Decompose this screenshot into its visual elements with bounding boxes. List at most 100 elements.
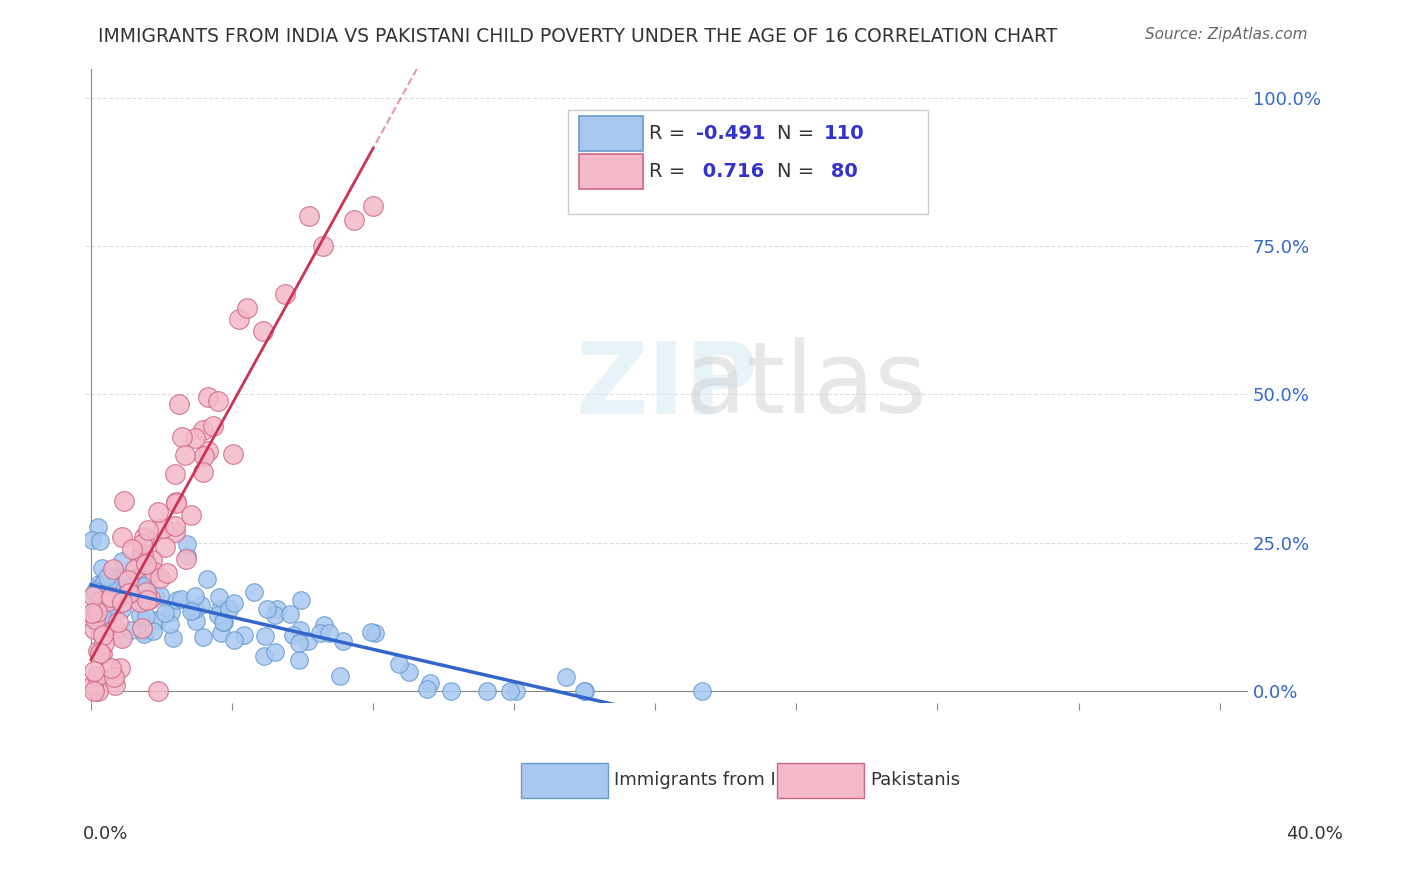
Point	[233, 627, 256, 641]
Point	[128, 608, 150, 623]
Point	[152, 521, 174, 535]
Point	[169, 397, 191, 411]
Point	[108, 573, 131, 587]
Point	[117, 573, 139, 587]
Point	[278, 607, 301, 621]
Point	[136, 523, 159, 537]
Point	[363, 625, 385, 640]
Point	[149, 571, 172, 585]
Point	[193, 449, 215, 463]
Point	[274, 286, 297, 301]
Point	[108, 584, 131, 599]
Point	[86, 616, 108, 631]
Point	[80, 533, 103, 547]
Point	[143, 565, 166, 579]
Point	[103, 562, 125, 576]
Point	[155, 607, 177, 621]
Text: R =: R =	[650, 124, 692, 143]
Point	[139, 591, 162, 606]
Point	[191, 631, 214, 645]
Point	[131, 621, 153, 635]
Point	[112, 493, 135, 508]
Point	[90, 596, 112, 610]
Point	[136, 572, 159, 586]
Point	[107, 615, 129, 629]
Point	[281, 627, 304, 641]
Point	[132, 627, 155, 641]
Point	[90, 594, 112, 608]
Point	[190, 598, 212, 612]
Point	[166, 495, 188, 509]
Point	[212, 615, 235, 629]
Point	[398, 665, 420, 679]
Point	[574, 683, 596, 698]
Point	[111, 530, 134, 544]
Point	[156, 566, 179, 580]
Point	[172, 430, 194, 444]
Point	[332, 633, 354, 648]
Point	[135, 585, 157, 599]
Point	[93, 636, 115, 650]
Point	[159, 605, 181, 619]
Point	[224, 632, 246, 647]
Point	[312, 618, 335, 632]
Text: Source: ZipAtlas.com: Source: ZipAtlas.com	[1144, 27, 1308, 42]
Point	[98, 567, 121, 582]
Point	[104, 622, 127, 636]
Point	[388, 657, 411, 671]
Point	[104, 678, 127, 692]
Point	[149, 589, 172, 603]
Point	[90, 647, 112, 661]
Point	[105, 576, 128, 591]
Point	[440, 683, 463, 698]
Point	[207, 394, 229, 409]
Point	[97, 575, 120, 590]
Point	[86, 669, 108, 683]
Point	[191, 465, 214, 479]
Point	[111, 631, 134, 645]
Point	[93, 574, 115, 589]
Point	[176, 549, 198, 564]
Point	[288, 653, 311, 667]
Text: 40.0%: 40.0%	[1286, 825, 1343, 843]
Point	[288, 636, 311, 650]
Text: Pakistanis: Pakistanis	[870, 771, 960, 789]
Point	[120, 623, 142, 637]
Point	[83, 603, 105, 617]
Point	[97, 601, 120, 615]
Point	[111, 631, 134, 645]
Point	[135, 587, 157, 601]
Point	[222, 596, 245, 610]
Point	[183, 430, 205, 444]
Point	[134, 579, 156, 593]
Point	[162, 631, 184, 645]
Point	[256, 602, 278, 616]
Point	[228, 312, 250, 326]
Point	[131, 571, 153, 585]
Point	[101, 573, 124, 587]
Point	[290, 593, 312, 607]
Point	[108, 590, 131, 604]
Point	[141, 552, 163, 566]
Point	[111, 595, 134, 609]
Text: 0.716: 0.716	[696, 161, 763, 181]
Point	[83, 622, 105, 636]
Point	[242, 584, 264, 599]
Text: R =: R =	[650, 161, 692, 181]
Point	[163, 467, 186, 482]
Point	[184, 589, 207, 603]
Point	[103, 670, 125, 684]
Point	[499, 683, 522, 698]
Point	[86, 605, 108, 619]
Point	[96, 570, 118, 584]
Point	[180, 604, 202, 618]
Point	[89, 646, 111, 660]
Point	[180, 508, 202, 522]
Point	[131, 624, 153, 638]
Point	[207, 607, 229, 622]
Point	[201, 419, 224, 434]
Point	[91, 628, 114, 642]
Point	[87, 683, 110, 698]
Point	[111, 554, 134, 568]
Point	[101, 576, 124, 591]
